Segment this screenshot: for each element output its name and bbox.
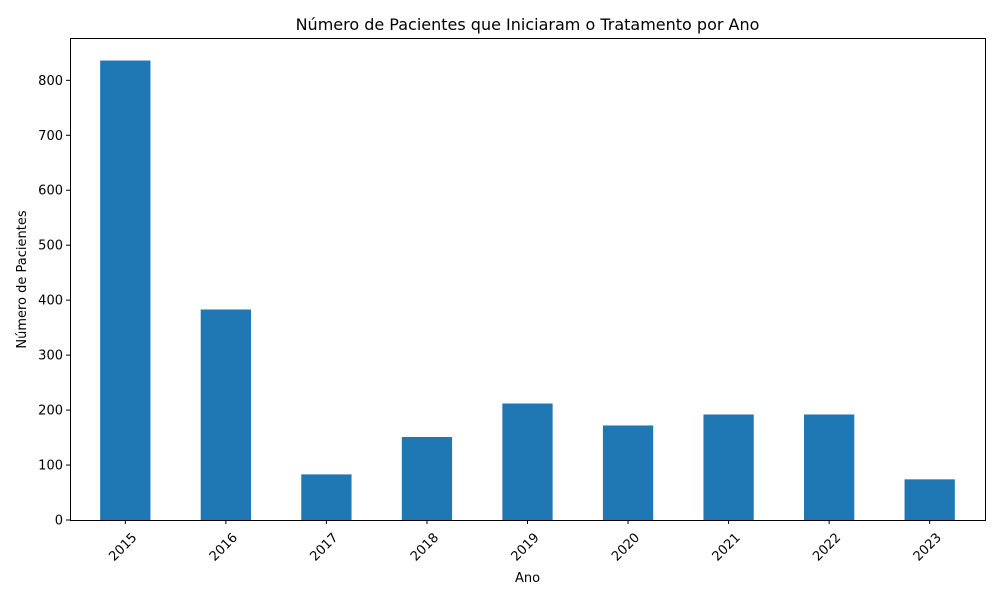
y-tick-label-600: 600 [38,184,63,199]
x-tick-label-2021: 2021 [710,530,744,564]
x-tick-label-2022: 2022 [810,530,844,564]
y-tick-label-100: 100 [38,459,63,474]
y-tick-label-200: 200 [38,404,63,419]
bar-2022 [804,414,855,520]
x-tick-label-2018: 2018 [408,530,442,564]
x-tick-label-2015: 2015 [106,530,140,564]
bar-2023 [904,479,955,520]
x-tick-label-2023: 2023 [911,530,945,564]
bar-2021 [703,414,754,520]
x-tick-label-2019: 2019 [509,530,543,564]
x-tick-label-2017: 2017 [307,530,341,564]
y-axis-label: Número de Pacientes [15,210,30,348]
x-tick-label-2016: 2016 [207,530,241,564]
bar-2017 [301,474,352,520]
y-tick-label-500: 500 [38,239,63,254]
y-tick-label-700: 700 [38,129,63,144]
y-tick-label-0: 0 [55,514,63,529]
y-tick-label-400: 400 [38,294,63,309]
y-tick-label-300: 300 [38,349,63,364]
chart-title: Número de Pacientes que Iniciaram o Trat… [296,15,760,34]
bars-group [100,60,955,521]
bar-2019 [502,403,553,520]
y-axis-ticks: 0 100 200 300 400 500 600 700 800 [38,74,70,529]
bar-2020 [602,425,654,520]
x-tick-label-2020: 2020 [609,530,643,564]
x-axis-ticks: 2015 2016 2017 2018 2019 2020 2021 2022 2023 [106,520,945,564]
x-axis-label: Ano [515,571,540,586]
bar-2016 [200,309,251,520]
bar-2018 [401,437,453,520]
y-tick-label-800: 800 [38,74,63,89]
bar-2015 [100,60,151,521]
